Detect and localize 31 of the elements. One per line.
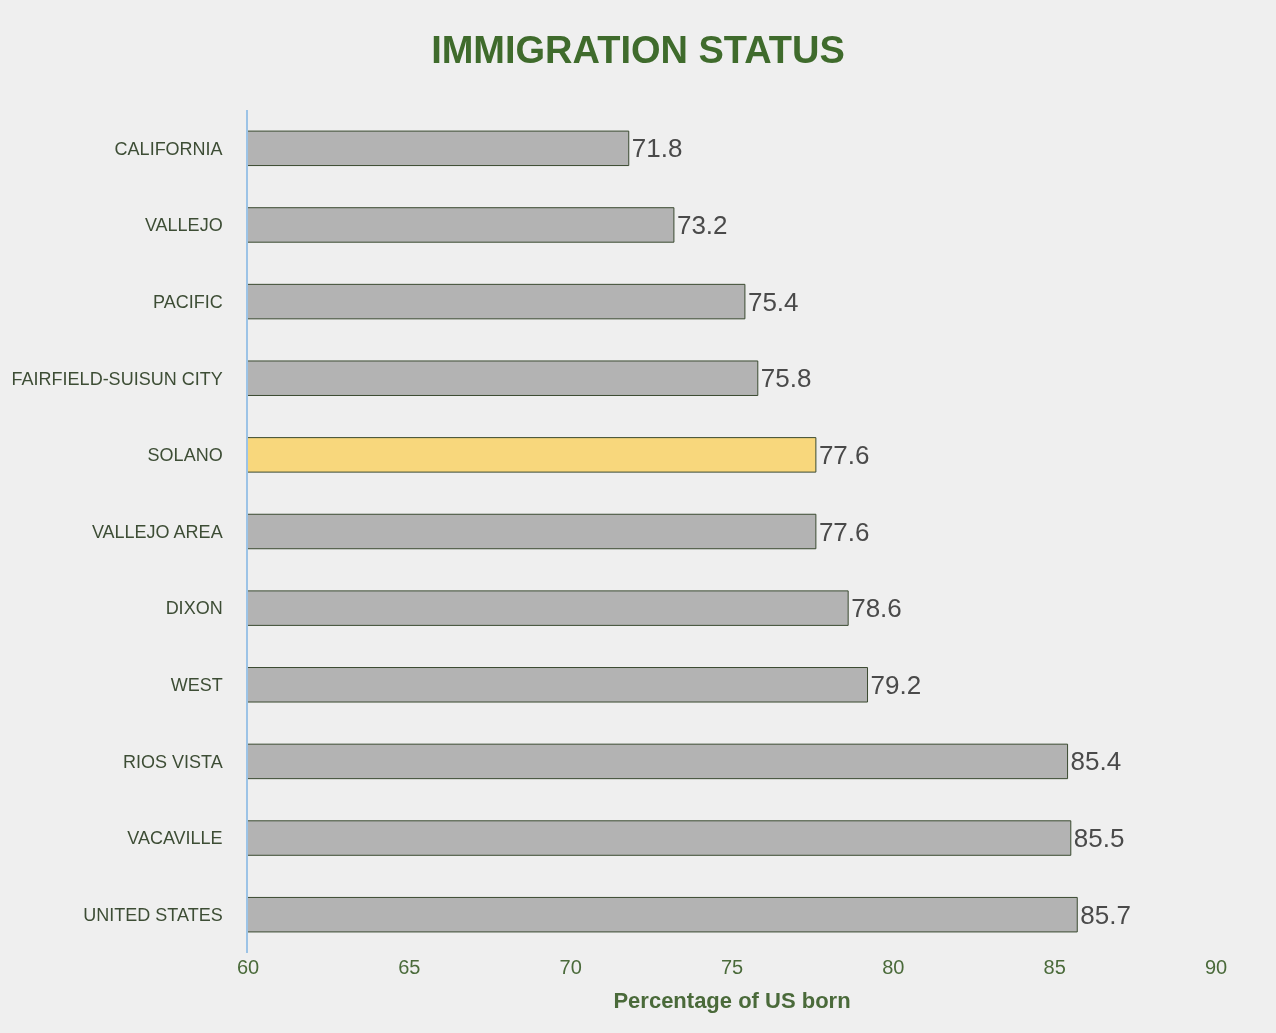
y-tick-label: PACIFIC [152,291,223,312]
data-label: 75.8 [760,363,812,394]
y-tick-label: UNITED STATES [83,904,223,925]
y-tick-label: RIOS VISTA [122,751,223,772]
data-label: 77.6 [818,439,870,470]
x-axis-title: Percentage of US born [613,987,851,1013]
x-tick-label: 70 [559,956,582,978]
data-label: 85.5 [1073,823,1125,854]
y-tick-label: VALLEJO [144,215,223,236]
y-tick-label: SOLANO [147,445,223,466]
data-label: 75.4 [747,286,799,317]
y-tick-label: VACAVILLE [127,828,223,849]
y-tick-label: VALLEJO AREA [91,521,223,542]
chart-title: IMMIGRATION STATUS [431,28,845,71]
data-label: 73.2 [676,209,728,240]
x-tick-label: 80 [882,956,905,978]
data-label: 79.2 [870,669,922,700]
x-tick-label: 90 [1204,956,1228,978]
data-label: 71.8 [631,133,683,164]
x-tick-label: 85 [1043,956,1066,978]
data-label: 85.4 [1070,746,1122,777]
data-label: 78.6 [851,593,902,624]
data-label: 85.7 [1080,899,1131,930]
y-tick-label: DIXON [165,598,223,619]
y-tick-label: CALIFORNIA [114,138,223,159]
x-tick-label: 75 [720,956,744,978]
y-tick-label: FAIRFIELD-SUISUN CITY [11,368,223,389]
y-tick-label: WEST [170,675,223,696]
x-tick-label: 60 [236,956,260,978]
x-tick-label: 65 [398,956,421,978]
data-label: 77.6 [818,516,870,547]
